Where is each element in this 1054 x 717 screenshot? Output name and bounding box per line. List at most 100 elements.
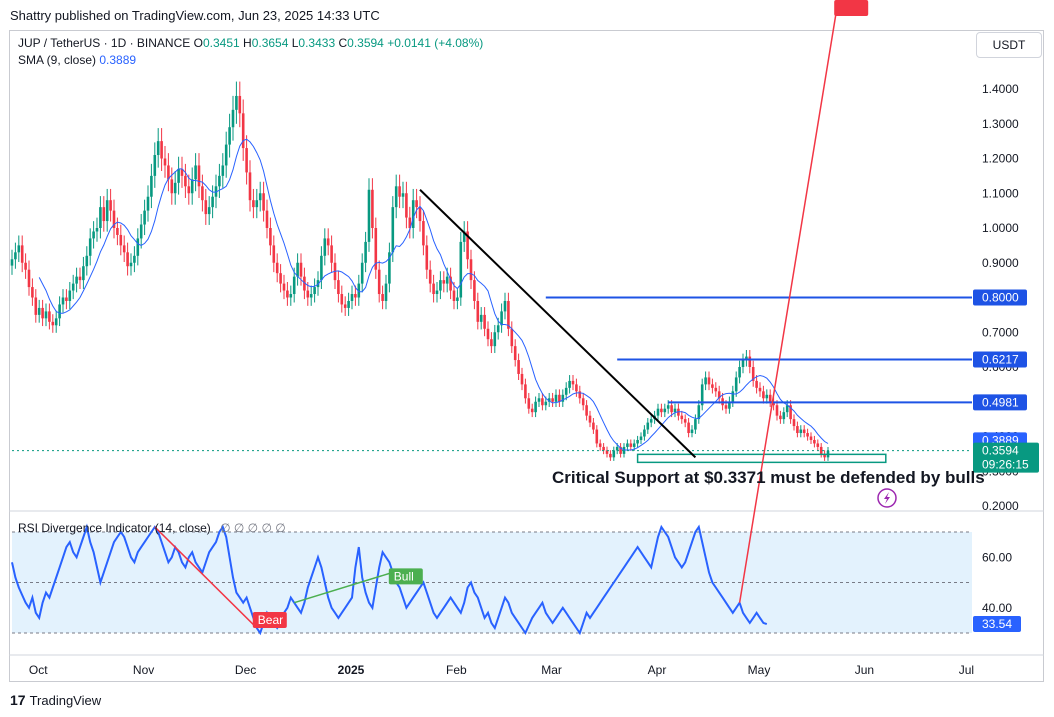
candle-body bbox=[286, 290, 289, 298]
time-axis-tick: Mar bbox=[541, 663, 562, 677]
candle-body bbox=[602, 446, 605, 451]
candle-body bbox=[673, 408, 677, 413]
support-zone bbox=[636, 453, 887, 464]
candle-body bbox=[479, 314, 483, 322]
candle-body bbox=[289, 294, 293, 298]
candle-body bbox=[439, 280, 442, 291]
candle-body bbox=[303, 276, 306, 291]
candle-body bbox=[241, 113, 245, 149]
candle-body bbox=[609, 453, 612, 458]
candle-body bbox=[180, 168, 184, 176]
candle-body bbox=[133, 255, 136, 263]
candle-body bbox=[224, 144, 228, 166]
candle-body bbox=[82, 266, 85, 281]
candle-body bbox=[61, 297, 65, 305]
candle-body bbox=[326, 238, 330, 246]
candle-body bbox=[683, 419, 687, 423]
candle-body bbox=[575, 384, 578, 392]
candle-body bbox=[323, 238, 327, 256]
candle-body bbox=[636, 439, 639, 444]
candle-body bbox=[428, 269, 432, 284]
time-axis-tick: Oct bbox=[29, 663, 48, 677]
candle-body bbox=[724, 405, 728, 409]
candle-body bbox=[547, 398, 551, 402]
candle-body bbox=[728, 401, 731, 409]
candle-body bbox=[31, 287, 34, 298]
candle-body bbox=[292, 276, 296, 295]
candle-body bbox=[211, 196, 214, 208]
candle-body bbox=[700, 384, 704, 406]
candle-body bbox=[411, 200, 415, 228]
candle-body bbox=[248, 172, 252, 201]
candle-body bbox=[214, 186, 218, 197]
close-value: 0.3594 bbox=[347, 36, 384, 50]
candle-body bbox=[163, 158, 167, 166]
candle-body bbox=[354, 294, 357, 298]
candle-body bbox=[75, 276, 78, 284]
currency-button[interactable]: USDT bbox=[976, 32, 1042, 58]
lightning-icon-bolt bbox=[884, 492, 890, 504]
candle-body bbox=[469, 259, 473, 281]
candle-body bbox=[272, 245, 276, 263]
rsi-legend-extra: ∅ ∅ ∅ ∅ ∅ bbox=[220, 521, 286, 535]
candle-body bbox=[415, 200, 418, 208]
candle-body bbox=[639, 436, 643, 440]
candle-body bbox=[95, 228, 99, 232]
candle-body bbox=[704, 377, 707, 385]
candle-body bbox=[680, 415, 684, 420]
candle-body bbox=[146, 196, 150, 211]
candle-body bbox=[425, 245, 429, 270]
candle-body bbox=[99, 207, 102, 228]
candle-body bbox=[337, 280, 340, 295]
high-label: H bbox=[243, 36, 252, 50]
sma-value: 0.3889 bbox=[99, 53, 137, 67]
open-label: O bbox=[193, 36, 203, 50]
candle-body bbox=[156, 141, 160, 156]
low-value: 0.3433 bbox=[298, 36, 336, 50]
candles-group bbox=[10, 81, 830, 461]
candle-body bbox=[530, 408, 534, 413]
candle-body bbox=[109, 200, 112, 211]
candle-body bbox=[588, 415, 592, 423]
candle-body bbox=[687, 422, 690, 434]
candle-body bbox=[486, 328, 490, 340]
candle-body bbox=[126, 252, 129, 267]
sma-label: SMA (9, close) bbox=[18, 53, 97, 67]
price-axis-tick: 0.7000 bbox=[982, 325, 1019, 339]
candle-body bbox=[799, 429, 803, 434]
candle-body bbox=[228, 127, 231, 145]
downtrend-line bbox=[419, 189, 697, 459]
candle-body bbox=[197, 165, 201, 187]
time-axis-tick: Jun bbox=[855, 663, 874, 677]
candle-body bbox=[48, 311, 51, 322]
sma-line bbox=[38, 138, 829, 451]
candle-body bbox=[507, 300, 510, 329]
candle-body bbox=[357, 283, 361, 298]
candle-body bbox=[649, 419, 653, 423]
candle-body bbox=[823, 453, 826, 458]
divergence-label: Bear bbox=[839, 0, 864, 3]
candle-body bbox=[796, 426, 799, 434]
candle-body bbox=[27, 269, 31, 288]
candle-body bbox=[459, 241, 463, 298]
candle-body bbox=[772, 401, 775, 406]
candle-body bbox=[388, 252, 391, 284]
candle-body bbox=[252, 200, 255, 208]
rsi-axis-tick: 40.00 bbox=[982, 601, 1012, 615]
candle-body bbox=[37, 307, 41, 315]
divergence-label: Bull bbox=[394, 569, 414, 583]
candle-body bbox=[279, 273, 282, 284]
candle-body bbox=[782, 412, 786, 420]
candle-body bbox=[177, 168, 180, 183]
candle-body bbox=[401, 193, 405, 197]
time-axis-tick: Feb bbox=[446, 663, 467, 677]
candle-body bbox=[595, 429, 599, 444]
candle-body bbox=[398, 186, 401, 197]
price-axis-tick: 0.9000 bbox=[982, 256, 1019, 270]
candle-body bbox=[218, 175, 221, 187]
price-axis-tick: 0.2000 bbox=[982, 499, 1019, 513]
candle-body bbox=[581, 398, 585, 406]
candle-body bbox=[262, 193, 265, 211]
divergence-line bbox=[154, 526, 258, 629]
